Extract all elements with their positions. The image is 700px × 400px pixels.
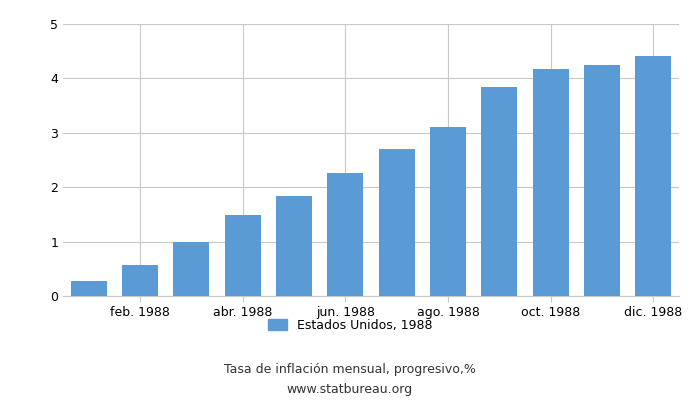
Bar (174, 242, 209, 296)
Bar (276, 196, 312, 296)
Bar (379, 149, 414, 296)
Bar (225, 215, 260, 296)
Bar (430, 127, 466, 296)
Text: Tasa de inflación mensual, progresivo,%: Tasa de inflación mensual, progresivo,% (224, 364, 476, 376)
Bar (636, 56, 671, 296)
Bar (328, 173, 363, 296)
Bar (584, 65, 620, 296)
Bar (482, 87, 517, 296)
Bar (122, 265, 158, 296)
Bar (533, 69, 568, 296)
Text: www.statbureau.org: www.statbureau.org (287, 384, 413, 396)
Bar (71, 281, 106, 296)
Legend: Estados Unidos, 1988: Estados Unidos, 1988 (268, 319, 432, 332)
